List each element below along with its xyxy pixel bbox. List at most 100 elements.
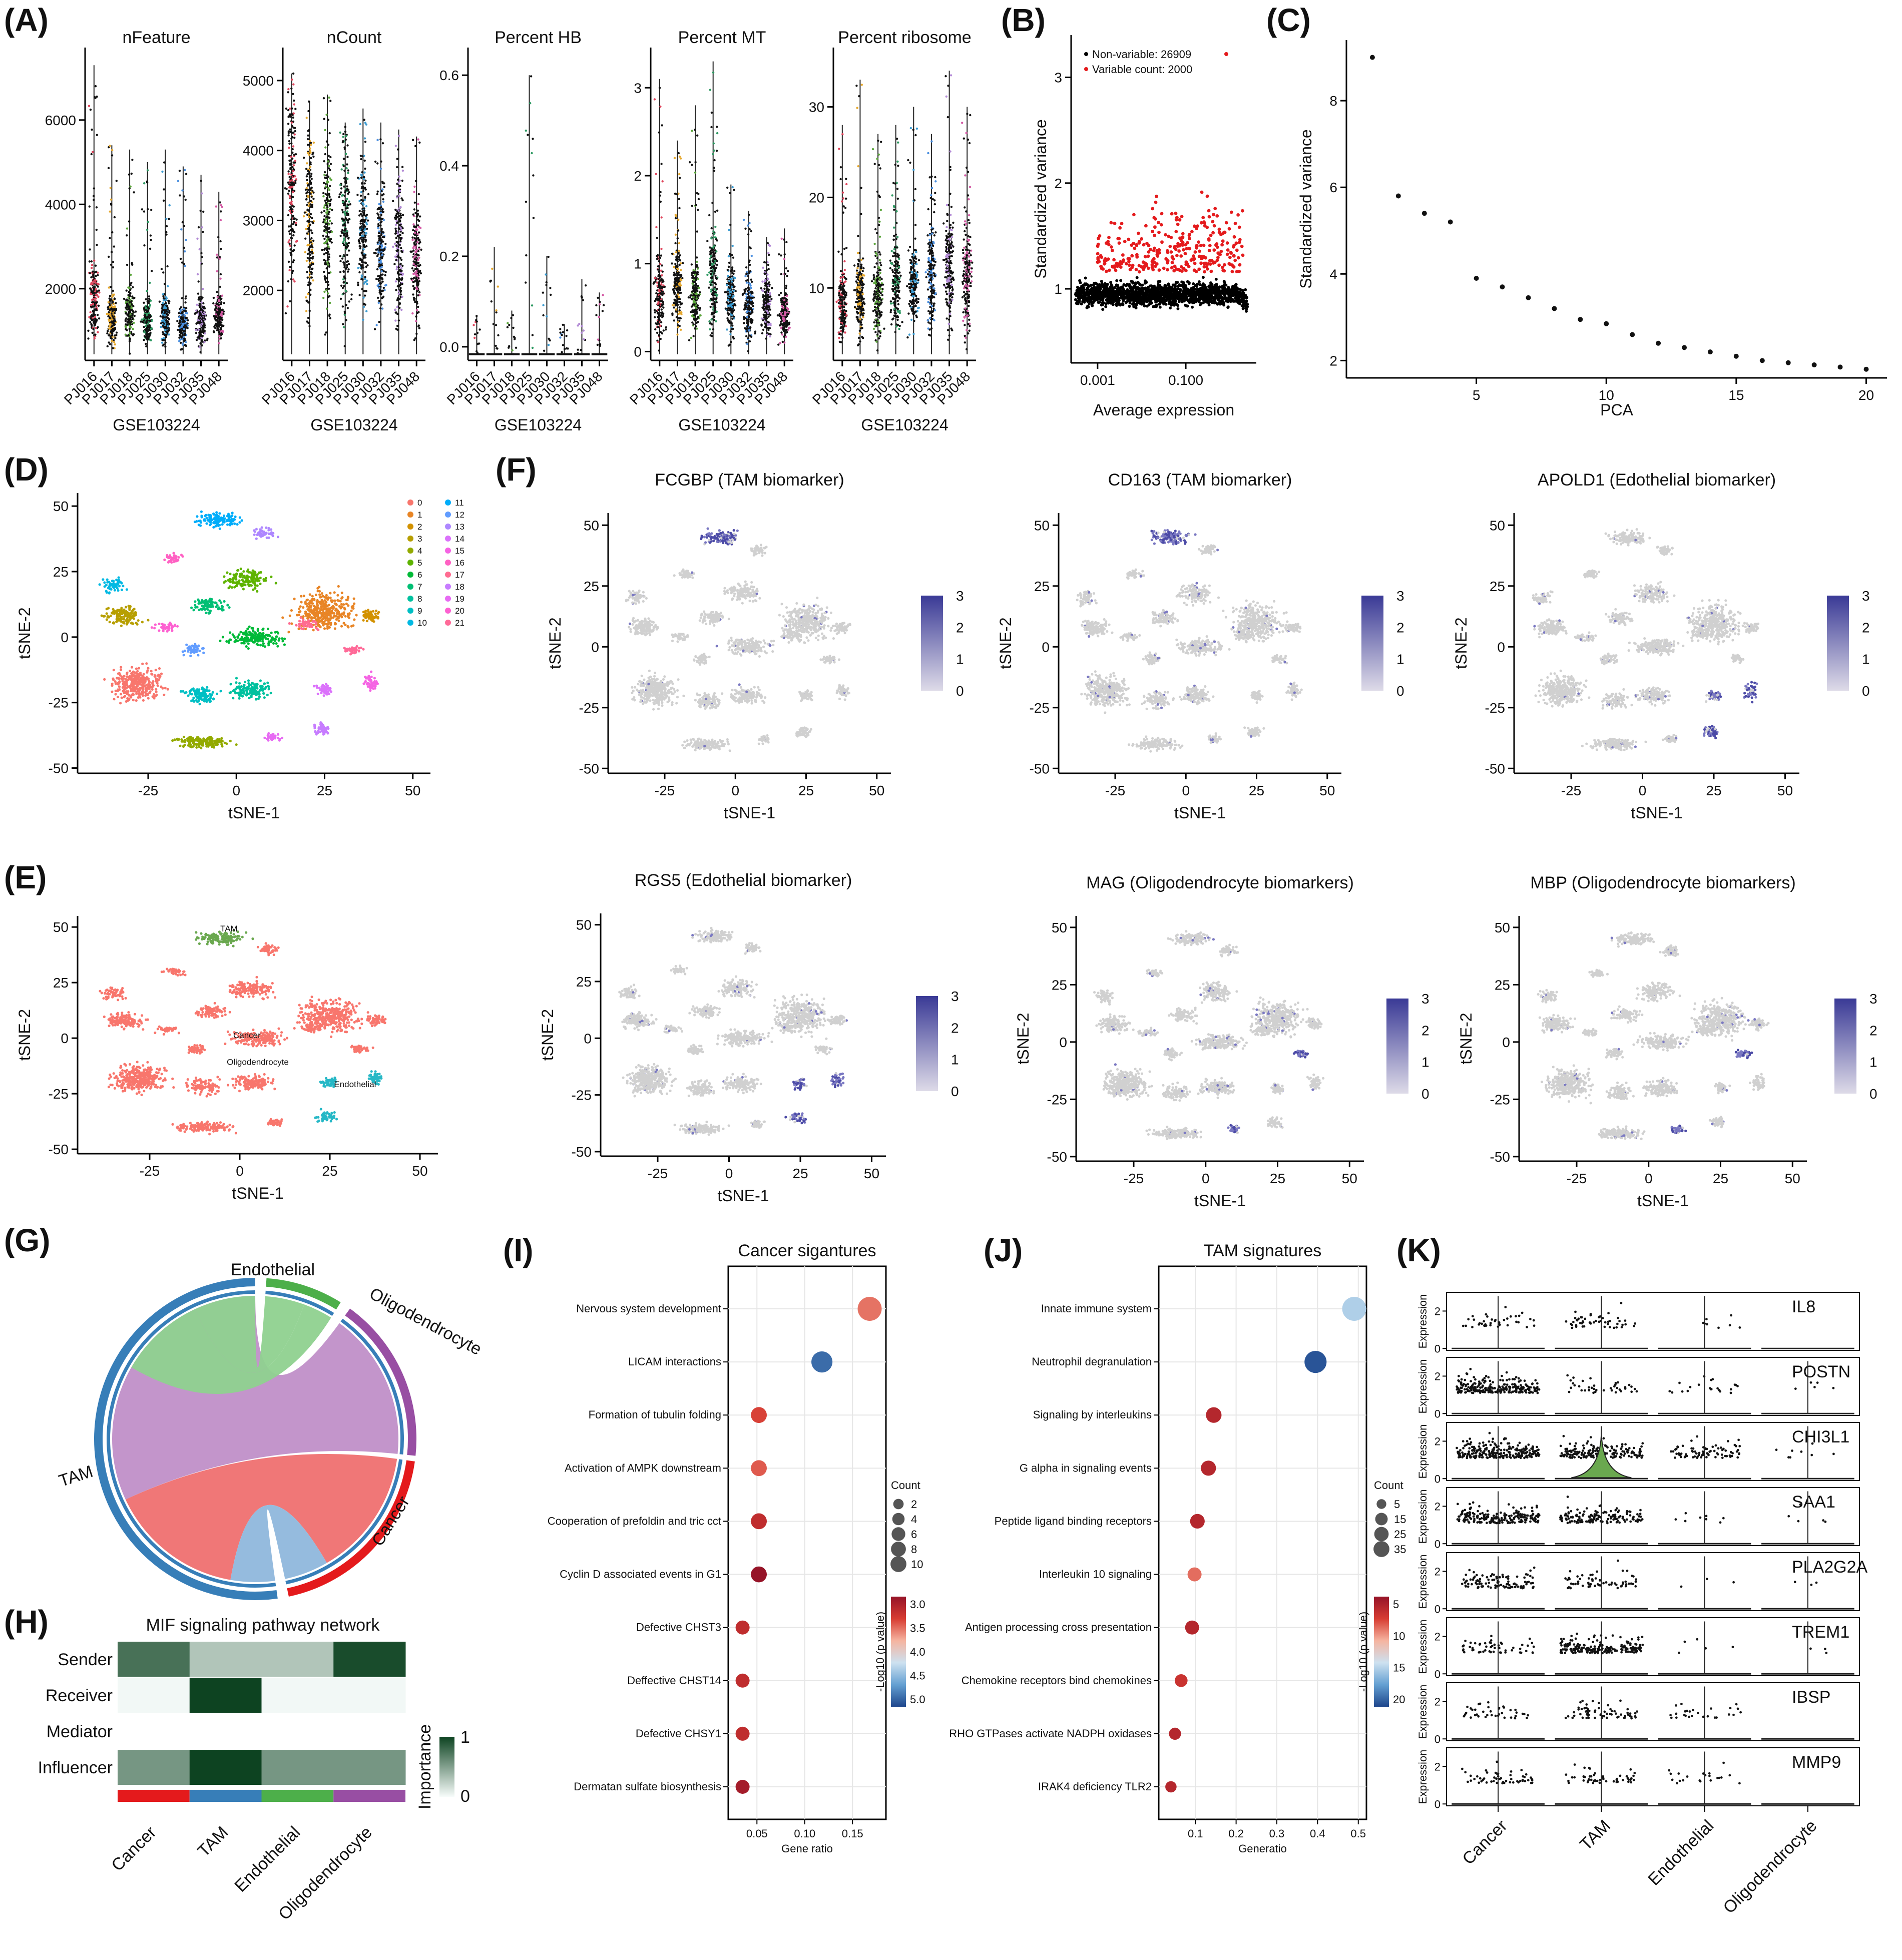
data-point xyxy=(677,273,680,275)
data-point xyxy=(145,321,148,324)
data-point xyxy=(345,200,347,203)
data-point xyxy=(765,306,768,309)
data-point xyxy=(164,341,167,344)
data-point xyxy=(747,293,750,296)
data-point xyxy=(304,251,306,254)
data-point xyxy=(307,249,310,251)
data-point xyxy=(287,280,289,283)
data-point xyxy=(347,169,349,172)
data-point xyxy=(713,245,715,248)
data-point xyxy=(291,136,294,138)
data-point xyxy=(144,329,147,331)
data-point xyxy=(311,267,314,270)
data-point xyxy=(213,325,216,328)
data-point xyxy=(508,324,511,326)
data-point xyxy=(360,219,363,222)
data-point xyxy=(676,260,679,263)
data-point xyxy=(111,340,113,342)
data-point xyxy=(97,283,100,286)
data-point xyxy=(133,191,135,194)
data-point xyxy=(398,306,401,309)
data-point xyxy=(678,173,681,175)
data-point xyxy=(724,291,726,294)
data-point xyxy=(745,328,748,330)
data-point xyxy=(143,244,146,247)
data-point xyxy=(342,204,345,207)
data-point xyxy=(730,321,733,324)
data-point xyxy=(712,142,715,145)
data-point xyxy=(413,191,415,193)
data-point xyxy=(374,160,377,163)
data-point xyxy=(716,263,718,266)
data-point xyxy=(764,282,767,285)
data-point xyxy=(377,279,380,282)
data-point xyxy=(710,288,713,291)
data-point xyxy=(148,312,151,315)
data-point xyxy=(288,194,291,197)
data-point xyxy=(376,255,379,257)
data-point xyxy=(149,247,152,250)
data-point xyxy=(289,210,291,212)
data-point xyxy=(308,100,310,103)
data-point xyxy=(766,273,769,276)
data-point xyxy=(562,344,565,346)
data-point xyxy=(692,285,695,288)
data-point xyxy=(291,166,294,169)
data-point xyxy=(309,223,311,226)
data-point xyxy=(730,314,733,316)
data-point xyxy=(679,284,682,287)
data-point xyxy=(325,331,327,334)
data-point xyxy=(306,276,309,279)
data-point xyxy=(507,322,509,324)
data-point xyxy=(328,223,330,226)
data-point xyxy=(221,325,223,328)
data-point xyxy=(373,328,376,330)
data-point xyxy=(89,293,92,295)
data-point xyxy=(731,254,733,256)
data-point xyxy=(732,335,735,338)
data-point xyxy=(308,310,311,312)
data-point xyxy=(201,335,204,338)
data-point xyxy=(690,294,693,297)
data-point xyxy=(130,172,133,175)
data-point xyxy=(95,270,98,273)
data-point xyxy=(308,172,311,174)
data-point xyxy=(747,286,750,289)
data-point xyxy=(329,200,331,203)
data-point xyxy=(396,196,398,199)
data-point xyxy=(660,163,663,165)
data-point xyxy=(328,295,331,297)
data-point xyxy=(106,332,109,335)
data-point xyxy=(195,309,198,312)
data-point xyxy=(710,227,713,230)
data-point xyxy=(184,169,186,171)
data-point xyxy=(292,215,294,217)
data-point xyxy=(693,313,696,316)
data-point xyxy=(763,314,766,316)
data-point xyxy=(292,83,295,86)
data-point xyxy=(94,321,97,324)
data-point xyxy=(654,277,656,279)
data-point xyxy=(417,324,420,327)
x-axis-label: GSE103224 xyxy=(113,416,200,434)
data-point xyxy=(357,239,360,242)
data-point xyxy=(145,298,147,301)
data-point xyxy=(328,185,331,187)
data-point xyxy=(165,333,167,336)
data-point xyxy=(530,75,533,78)
data-point xyxy=(290,223,293,226)
data-point xyxy=(163,343,166,346)
data-point xyxy=(727,344,730,347)
data-point xyxy=(309,253,312,256)
data-point xyxy=(218,335,221,337)
data-point xyxy=(108,334,111,337)
data-point xyxy=(680,328,682,331)
data-point xyxy=(673,301,675,304)
data-point xyxy=(418,327,421,329)
data-point xyxy=(309,166,312,168)
data-point xyxy=(309,181,312,184)
data-point xyxy=(764,279,767,281)
data-point xyxy=(146,181,149,184)
data-point xyxy=(730,311,733,313)
